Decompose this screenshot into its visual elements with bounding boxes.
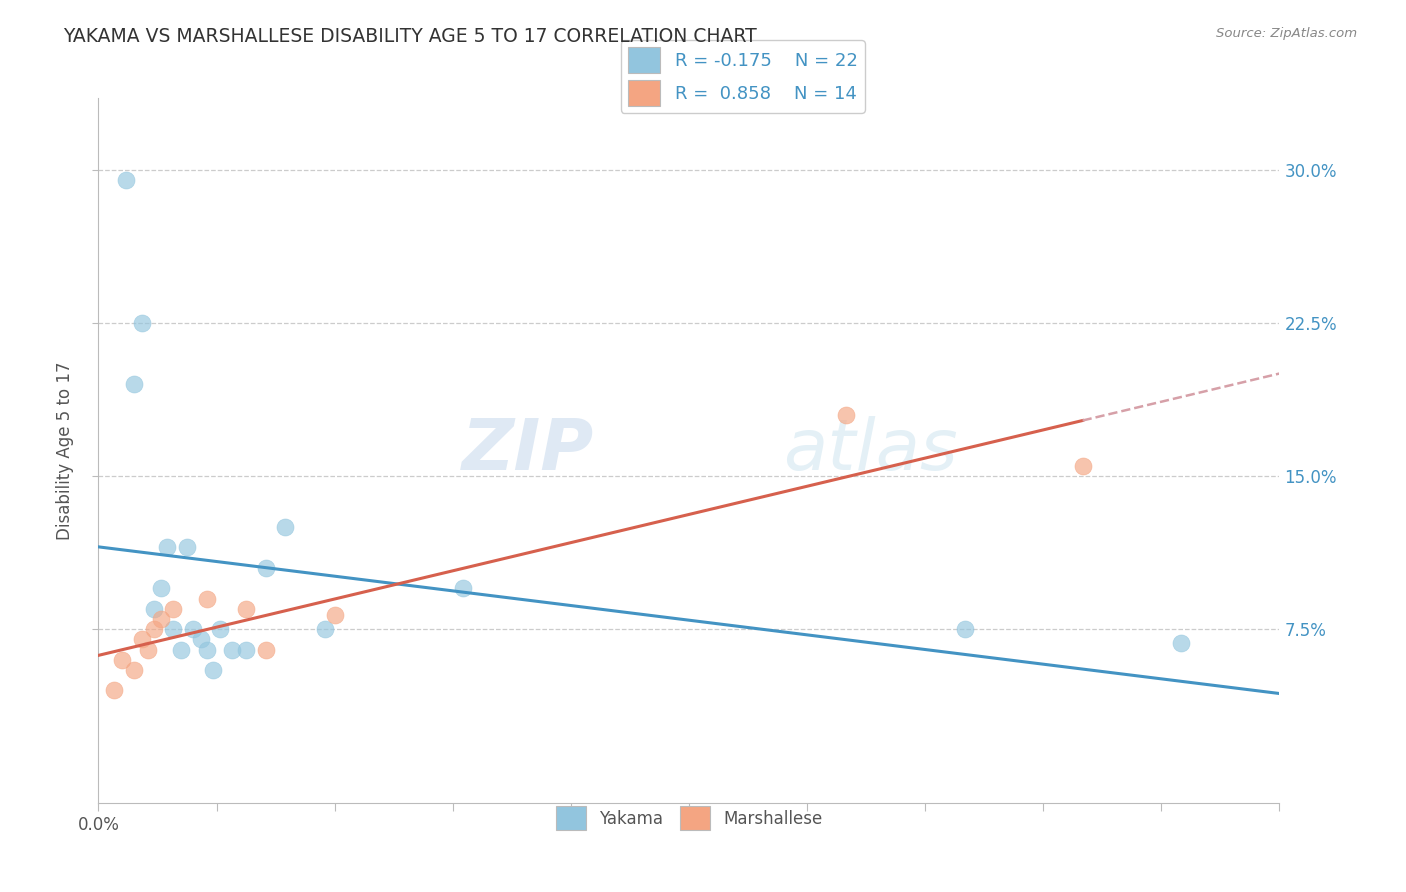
Point [122, 377, 145, 392]
Point [162, 601, 184, 615]
Point [221, 642, 243, 657]
Point [142, 622, 165, 636]
Point [131, 316, 153, 330]
Point [176, 541, 198, 555]
Point [103, 683, 125, 698]
Point [323, 607, 346, 622]
Point [1170, 636, 1192, 650]
Text: Source: ZipAtlas.com: Source: ZipAtlas.com [1216, 27, 1357, 40]
Y-axis label: Disability Age 5 to 17: Disability Age 5 to 17 [56, 361, 75, 540]
Point [451, 582, 474, 596]
Point [156, 541, 179, 555]
Point [1071, 458, 1094, 473]
Point [150, 612, 173, 626]
Point [170, 642, 193, 657]
Point [209, 622, 232, 636]
Point [195, 642, 218, 657]
Point [254, 642, 277, 657]
Point [835, 408, 858, 422]
Point [953, 622, 976, 636]
Legend: Yakama, Marshallese: Yakama, Marshallese [548, 800, 830, 837]
Point [274, 520, 297, 534]
Point [111, 653, 134, 667]
Text: YAKAMA VS MARSHALLESE DISABILITY AGE 5 TO 17 CORRELATION CHART: YAKAMA VS MARSHALLESE DISABILITY AGE 5 T… [63, 27, 756, 45]
Point [181, 622, 204, 636]
Point [122, 663, 145, 677]
Text: ZIP: ZIP [463, 416, 595, 485]
Point [235, 642, 257, 657]
Point [190, 632, 212, 647]
Point [162, 622, 184, 636]
Point [131, 632, 153, 647]
Point [254, 561, 277, 575]
Point [314, 622, 336, 636]
Point [235, 601, 257, 615]
Text: atlas: atlas [783, 416, 957, 485]
Point [142, 601, 165, 615]
Point [195, 591, 218, 606]
Point [136, 642, 159, 657]
Point [150, 582, 173, 596]
Point [201, 663, 224, 677]
Point [115, 173, 138, 187]
